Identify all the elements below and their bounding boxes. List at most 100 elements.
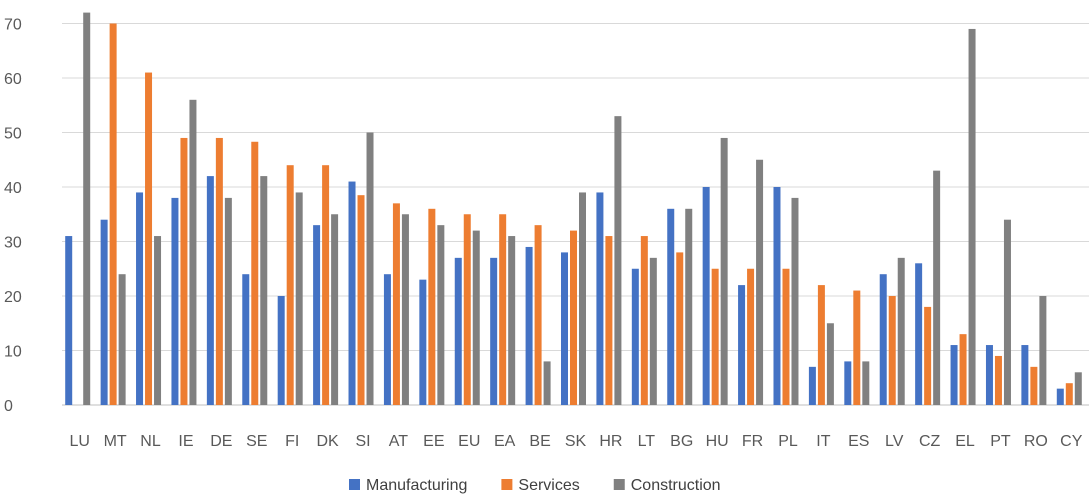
bar-construction-hu (720, 137, 728, 405)
bar-manufacturing-si (348, 181, 356, 405)
bar-construction-eu (472, 230, 480, 405)
x-tick-label: LT (638, 433, 656, 450)
bar-services-eu (463, 214, 471, 405)
x-tick-label: EL (955, 433, 975, 450)
x-axis: LU MT NL IE DE SE FI DK SI AT EE EU EA BE SK HR LT BG HU FR… (69, 433, 1082, 450)
bar-services-de (215, 137, 223, 405)
x-tick-label: HR (599, 433, 622, 450)
x-tick-label: PL (778, 433, 798, 450)
x-tick-label: BG (670, 433, 693, 450)
bar-services-ee (428, 208, 436, 405)
y-tick-label: 0 (4, 398, 13, 415)
bar-construction-be (543, 361, 551, 405)
bar-services-ro (1030, 366, 1038, 405)
bar-manufacturing-dk (313, 225, 321, 405)
bar-services-bg (676, 252, 684, 405)
bar-services-es (853, 290, 861, 405)
bar-construction-se (260, 176, 268, 405)
bar-construction-es (862, 361, 870, 405)
bar-manufacturing-be (525, 246, 533, 405)
bar-services-dk (322, 165, 330, 405)
bar-construction-cz (933, 170, 941, 405)
bar-services-it (817, 285, 825, 405)
legend-swatch-manufacturing (349, 479, 360, 490)
bar-construction-it (826, 323, 834, 405)
bar-manufacturing-fi (277, 296, 285, 405)
bar-construction-mt (118, 274, 126, 405)
bar-construction-lu (83, 12, 91, 405)
bars (65, 12, 1082, 406)
bar-construction-cy (1074, 372, 1082, 405)
bar-services-ea (499, 214, 507, 405)
bar-services-ie (180, 137, 188, 405)
bar-services-fr (747, 268, 755, 405)
bar-services-si (357, 195, 365, 405)
bar-construction-el (968, 28, 976, 405)
bar-services-at (392, 203, 400, 405)
bar-construction-ie (189, 99, 197, 406)
bar-services-nl (145, 72, 153, 406)
y-tick-label: 10 (4, 344, 22, 361)
bar-construction-lt (649, 257, 657, 405)
bar-construction-ee (437, 225, 445, 405)
bar-manufacturing-nl (136, 192, 144, 405)
legend-label-construction: Construction (631, 477, 721, 494)
x-tick-label: IT (816, 433, 830, 450)
x-tick-label: EE (423, 433, 444, 450)
x-tick-label: IE (178, 433, 193, 450)
legend-swatch-construction (613, 479, 625, 490)
bar-manufacturing-ee (419, 279, 427, 405)
x-tick-label: NL (140, 433, 161, 450)
bar-manufacturing-lu (65, 236, 73, 405)
bar-construction-sk (579, 192, 586, 405)
x-tick-label: BE (529, 433, 550, 450)
x-tick-label: DK (316, 433, 339, 450)
x-tick-label: ES (848, 433, 869, 450)
x-tick-label: CZ (919, 433, 941, 450)
bar-construction-fr (756, 159, 764, 405)
bar-manufacturing-fr (738, 285, 746, 405)
x-tick-label: AT (389, 433, 408, 450)
bar-manufacturing-es (844, 361, 852, 405)
x-tick-label: SI (355, 433, 370, 450)
bar-construction-pt (1003, 219, 1011, 405)
bar-services-se (251, 141, 259, 405)
bar-services-cz (924, 306, 932, 405)
bar-manufacturing-pt (985, 345, 993, 405)
x-tick-label: RO (1024, 433, 1048, 450)
bar-services-pt (994, 355, 1002, 405)
bar-services-pl (782, 268, 790, 405)
bar-manufacturing-lt (631, 268, 639, 405)
y-tick-label: 40 (4, 180, 22, 197)
bar-construction-fi (295, 192, 303, 405)
bar-services-sk (570, 230, 577, 405)
bar-manufacturing-hu (702, 187, 710, 405)
bar-construction-lv (897, 257, 905, 405)
y-tick-label: 70 (4, 17, 22, 34)
x-tick-label: SE (246, 433, 267, 450)
bar-services-hu (711, 268, 719, 405)
bar-manufacturing-ea (490, 257, 498, 405)
x-tick-label: EU (458, 433, 480, 450)
bar-manufacturing-cy (1056, 388, 1064, 405)
legend-label-manufacturing: Manufacturing (366, 477, 467, 494)
y-tick-label: 30 (4, 235, 22, 252)
bar-services-el (959, 334, 967, 405)
bar-manufacturing-el (950, 345, 958, 405)
bar-manufacturing-cz (915, 263, 923, 405)
bar-manufacturing-sk (561, 252, 568, 405)
y-tick-label: 20 (4, 289, 22, 306)
x-tick-label: MT (104, 433, 127, 450)
legend: Manufacturing Services Construction (349, 477, 721, 494)
bar-construction-dk (331, 214, 339, 405)
bar-manufacturing-eu (454, 257, 462, 405)
bar-construction-pl (791, 197, 799, 405)
bar-construction-hr (614, 116, 622, 406)
bar-manufacturing-pl (773, 187, 781, 405)
x-tick-label: LV (885, 433, 904, 450)
y-axis: 0 10 20 30 40 50 60 70 (4, 17, 22, 416)
bar-construction-si (366, 132, 374, 405)
bar-manufacturing-it (808, 366, 816, 405)
bar-construction-de (224, 197, 232, 405)
